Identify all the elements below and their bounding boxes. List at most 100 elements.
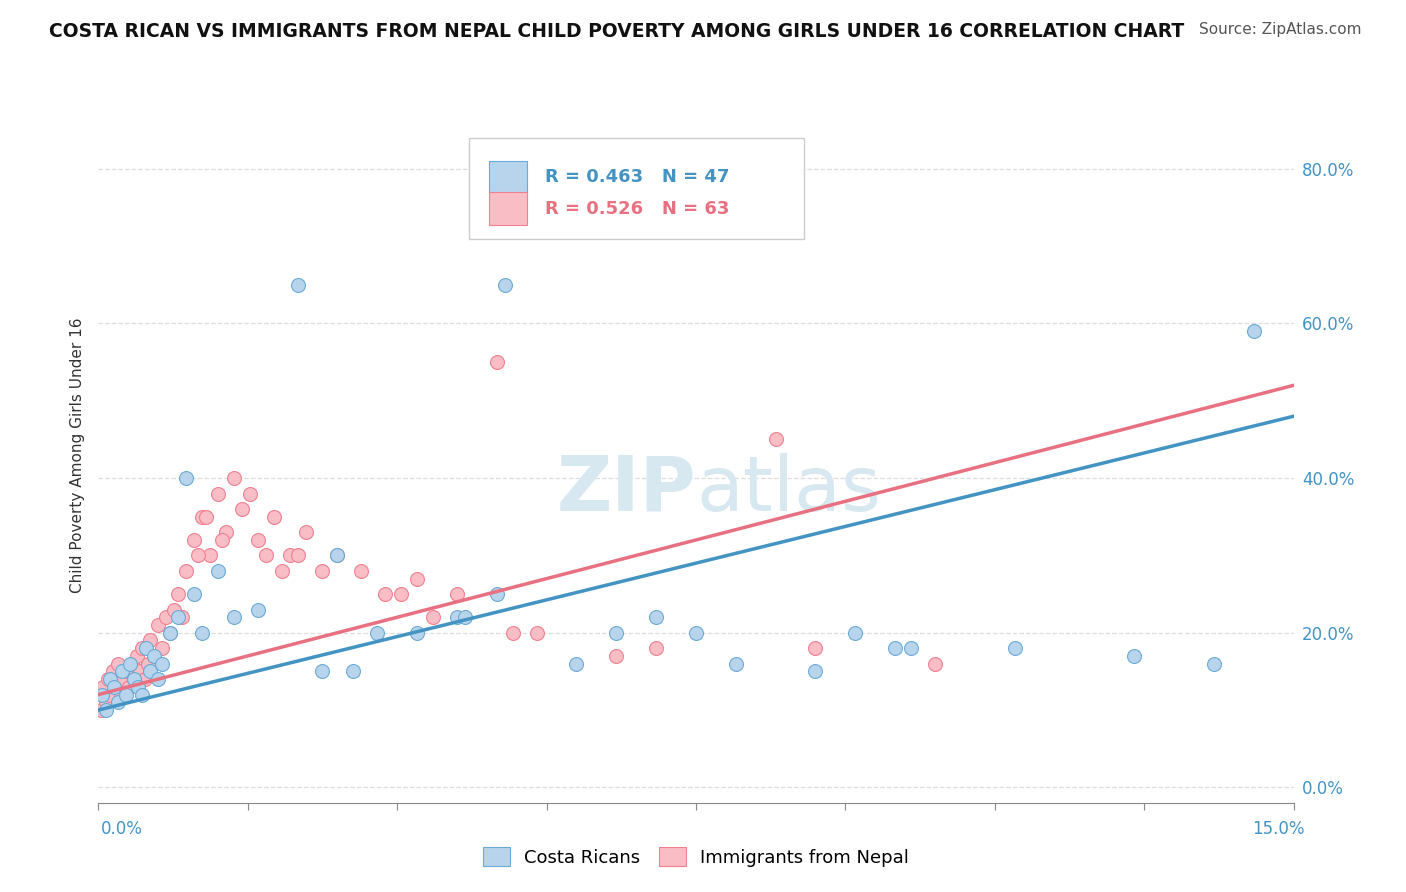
Point: [107, 695, 129, 709]
Point: [844, 625, 866, 640]
Point: [110, 688, 132, 702]
Point: [103, 680, 125, 694]
Point: [526, 625, 548, 640]
Text: ZIP: ZIP: [557, 453, 696, 526]
Point: [263, 509, 285, 524]
Point: [96, 703, 118, 717]
Point: [155, 610, 177, 624]
Text: R = 0.526   N = 63: R = 0.526 N = 63: [546, 200, 730, 218]
Point: [1243, 324, 1265, 338]
Point: [446, 587, 468, 601]
Point: [198, 549, 221, 563]
Point: [131, 641, 153, 656]
Point: [685, 625, 707, 640]
Point: [101, 665, 124, 679]
Point: [139, 665, 162, 679]
Point: [143, 648, 166, 663]
Point: [131, 688, 153, 702]
Point: [1004, 641, 1026, 656]
Legend: Costa Ricans, Immigrants from Nepal: Costa Ricans, Immigrants from Nepal: [475, 840, 917, 874]
Point: [270, 564, 292, 578]
Point: [254, 549, 277, 563]
Point: [159, 625, 181, 640]
Point: [104, 680, 127, 694]
Point: [724, 657, 747, 671]
Text: COSTA RICAN VS IMMIGRANTS FROM NEPAL CHILD POVERTY AMONG GIRLS UNDER 16 CORRELAT: COSTA RICAN VS IMMIGRANTS FROM NEPAL CHI…: [49, 22, 1184, 41]
Point: [311, 665, 333, 679]
Point: [91, 688, 114, 702]
Point: [94, 695, 117, 709]
Point: [112, 672, 135, 686]
Point: [172, 610, 194, 624]
Point: [494, 277, 516, 292]
Point: [246, 602, 269, 616]
Point: [804, 641, 827, 656]
Point: [1123, 648, 1146, 663]
Point: [222, 471, 245, 485]
Point: [884, 641, 907, 656]
Point: [127, 680, 149, 694]
Point: [121, 657, 143, 671]
FancyBboxPatch shape: [489, 192, 527, 226]
Point: [90, 703, 112, 717]
Point: [207, 564, 229, 578]
Point: [143, 648, 166, 663]
Text: atlas: atlas: [696, 453, 880, 526]
Point: [924, 657, 946, 671]
Point: [191, 509, 214, 524]
Point: [446, 610, 468, 624]
Point: [128, 665, 150, 679]
Y-axis label: Child Poverty Among Girls Under 16: Child Poverty Among Girls Under 16: [69, 318, 84, 592]
Point: [183, 587, 205, 601]
Point: [287, 277, 309, 292]
Point: [148, 618, 170, 632]
Point: [207, 486, 229, 500]
Point: [222, 610, 245, 624]
Point: [502, 625, 524, 640]
Point: [1202, 657, 1225, 671]
Point: [139, 633, 162, 648]
Point: [326, 549, 349, 563]
Point: [174, 564, 197, 578]
Point: [454, 610, 477, 624]
Point: [342, 665, 364, 679]
FancyBboxPatch shape: [470, 138, 804, 239]
Point: [900, 641, 922, 656]
Point: [278, 549, 301, 563]
Point: [485, 355, 508, 369]
Point: [191, 625, 214, 640]
Point: [159, 625, 181, 640]
Point: [485, 587, 508, 601]
Point: [136, 657, 159, 671]
Point: [287, 549, 309, 563]
Point: [98, 688, 122, 702]
Point: [124, 672, 146, 686]
Point: [804, 665, 827, 679]
Point: [231, 502, 253, 516]
Point: [211, 533, 233, 547]
Point: [422, 610, 444, 624]
Point: [134, 672, 156, 686]
Text: R = 0.463   N = 47: R = 0.463 N = 47: [546, 169, 730, 186]
Point: [120, 657, 142, 671]
Point: [311, 564, 333, 578]
Point: [645, 641, 668, 656]
Point: [765, 433, 787, 447]
Point: [374, 587, 396, 601]
Point: [97, 672, 120, 686]
Point: [125, 648, 148, 663]
Point: [605, 648, 627, 663]
Point: [605, 625, 627, 640]
Point: [183, 533, 205, 547]
Point: [118, 680, 141, 694]
Point: [150, 657, 173, 671]
Point: [406, 625, 429, 640]
Point: [167, 587, 190, 601]
Point: [135, 641, 157, 656]
Point: [163, 602, 186, 616]
Point: [246, 533, 269, 547]
Point: [91, 680, 114, 694]
Text: 0.0%: 0.0%: [101, 820, 143, 838]
Point: [294, 525, 316, 540]
Point: [215, 525, 238, 540]
